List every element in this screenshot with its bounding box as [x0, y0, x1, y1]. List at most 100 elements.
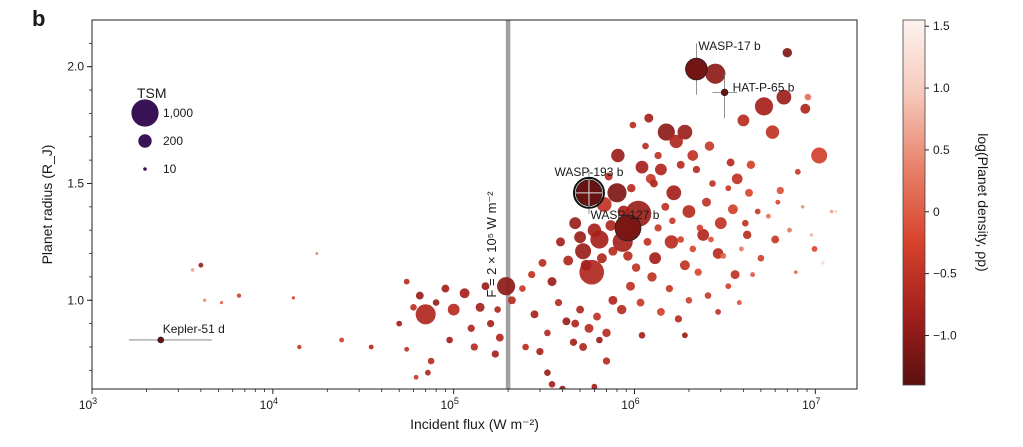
- planet-point: [666, 185, 682, 201]
- planet-point: [580, 259, 592, 271]
- planet-point: [771, 235, 780, 244]
- planet-label: WASP-193 b: [554, 165, 623, 179]
- planet-point: [190, 268, 195, 272]
- planet-point: [563, 255, 574, 266]
- planet-point: [604, 172, 613, 181]
- planet-point: [470, 343, 478, 351]
- planet-point: [507, 296, 516, 305]
- planet-point: [596, 336, 603, 344]
- planet-point: [548, 381, 556, 388]
- planet-point: [776, 89, 792, 105]
- planet-point: [528, 270, 536, 279]
- planet-point: [410, 304, 417, 311]
- planet-point: [544, 329, 551, 337]
- planet-point: [682, 205, 696, 218]
- planet-point: [591, 383, 598, 389]
- planet-point: [696, 224, 704, 232]
- highlight-ring: [572, 176, 605, 209]
- planet-point: [627, 183, 636, 193]
- planet-point: [727, 204, 738, 215]
- planet-point: [315, 252, 319, 255]
- planet-label: Kepler-51 d: [163, 322, 225, 336]
- planet-point: [587, 223, 602, 237]
- planet-point: [415, 304, 436, 325]
- planet-point: [776, 186, 784, 195]
- planet-point: [649, 179, 658, 188]
- planet-point: [576, 305, 585, 314]
- planet-point: [661, 202, 670, 211]
- planet-point: [396, 320, 403, 327]
- tsm-size-legend: TSM 1,000 200 10: [131, 85, 193, 176]
- planet-point: [697, 229, 710, 241]
- planet-point: [754, 97, 774, 116]
- planet-point: [495, 333, 504, 342]
- planet-point: [665, 284, 674, 293]
- planet-point: [636, 298, 645, 307]
- planet-point: [203, 298, 207, 302]
- planet-point: [705, 63, 726, 84]
- planet-point: [664, 235, 679, 249]
- planet-point: [547, 277, 557, 287]
- planet-point: [692, 165, 701, 174]
- planet-point: [631, 263, 641, 272]
- planet-point: [629, 121, 637, 129]
- y-tick-label: 1.0: [67, 293, 84, 307]
- planet-point: [647, 272, 657, 282]
- highlighted-planet-point: [720, 88, 729, 97]
- planet-point: [804, 93, 812, 101]
- highlighted-planet-point: [157, 336, 165, 344]
- planet-point: [642, 142, 649, 150]
- planet-point: [704, 292, 712, 299]
- highlighted-planet-point: [685, 57, 708, 81]
- planet-point: [608, 295, 618, 305]
- planet-point: [742, 219, 749, 227]
- planet-point: [736, 300, 742, 306]
- size-legend-label: 10: [163, 162, 177, 176]
- planet-point: [491, 350, 499, 358]
- planet-point: [497, 277, 516, 296]
- planet-point: [689, 245, 697, 253]
- planet-point: [571, 319, 580, 328]
- planet-point: [467, 324, 475, 332]
- planet-point: [811, 147, 828, 164]
- planet-point: [519, 285, 526, 292]
- planet-point: [602, 357, 611, 365]
- planet-point: [593, 312, 601, 321]
- planet-point: [726, 158, 735, 167]
- planet-point: [737, 114, 750, 127]
- planet-point: [404, 346, 410, 352]
- planet-point: [554, 298, 563, 307]
- planet-point: [750, 272, 756, 278]
- planet-point: [538, 258, 547, 267]
- planet-point: [656, 307, 665, 316]
- planet-point: [677, 124, 693, 140]
- planet-point: [530, 310, 539, 319]
- planet-point: [681, 332, 688, 339]
- planet-point: [219, 300, 224, 305]
- planet-point: [720, 252, 727, 259]
- planet-point: [562, 317, 571, 326]
- planet-point: [556, 237, 565, 247]
- planet-point: [654, 151, 662, 160]
- planet-point: [596, 253, 607, 264]
- colorbar-label: log(Planet density, ρp): [975, 133, 991, 271]
- planet-point: [368, 344, 374, 350]
- planet-point: [569, 338, 578, 346]
- planet-point: [730, 270, 740, 280]
- planet-point: [834, 210, 838, 213]
- planet-point: [626, 281, 635, 291]
- planet-point: [522, 343, 529, 351]
- plot-frame: [91, 19, 858, 390]
- colorbar-tick-label: 1.5: [933, 19, 950, 33]
- planet-point: [655, 163, 667, 176]
- colorbar-gradient: [902, 19, 926, 386]
- colorbar-tick-label: 0.5: [933, 143, 950, 157]
- colorbar-tick-label: −1.0: [933, 329, 957, 343]
- planet-point: [821, 261, 825, 265]
- planet-point: [715, 308, 722, 315]
- planet-point: [447, 303, 460, 316]
- planet-point: [676, 160, 685, 169]
- planet-point: [544, 369, 551, 377]
- planet-point: [403, 278, 410, 285]
